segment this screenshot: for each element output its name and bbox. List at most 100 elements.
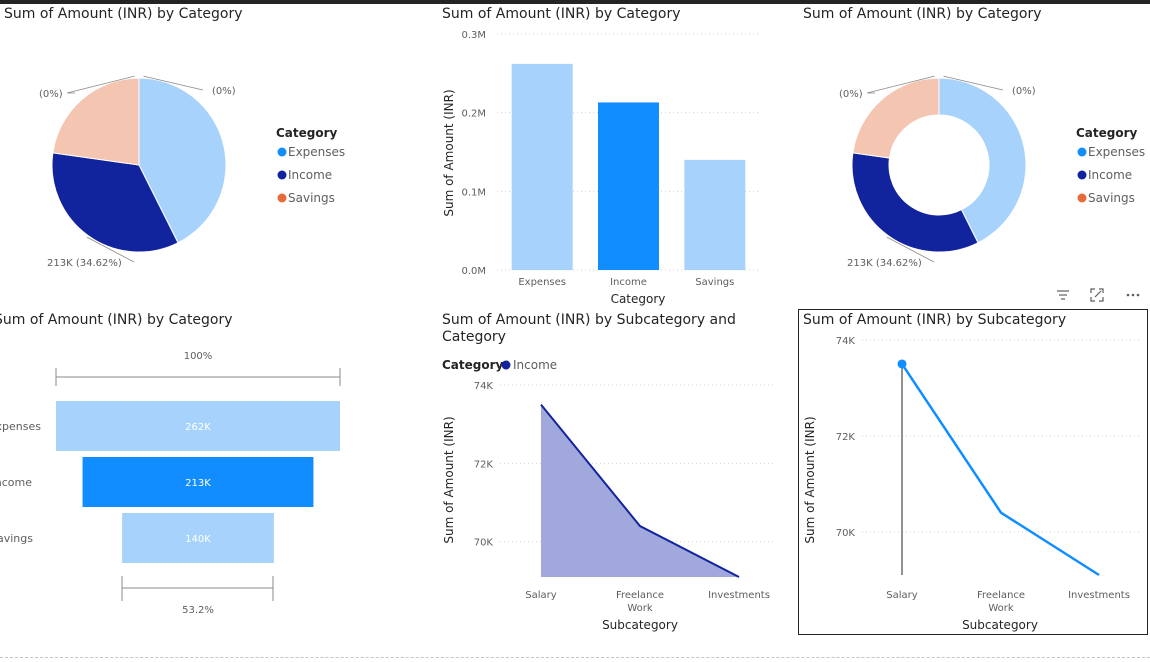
donut-legend: Expenses Income Savings	[1077, 145, 1145, 205]
bar-y-tick-0: 0.0M	[461, 266, 486, 277]
line-x-tick-2: Investments	[1068, 590, 1130, 601]
area-y-tick-1: 72K	[474, 459, 494, 470]
area-chart-title: Sum of Amount (INR) by Subcategory and C…	[442, 312, 736, 345]
line-y-tick-0: 70K	[836, 528, 856, 539]
donut-labels-label-2: (0%)	[839, 89, 863, 100]
focus-mode-icon[interactable]	[1088, 286, 1106, 304]
bar-y-tick-3: 0.3M	[461, 30, 486, 41]
line-y-axis-title: Sum of Amount (INR)	[803, 416, 817, 543]
bar-x-axis-title: Category	[611, 292, 666, 306]
bar-y-axis-title: Sum of Amount (INR)	[442, 89, 456, 216]
donut-slices	[851, 77, 1027, 253]
funnel-bottom-bracket	[121, 576, 274, 601]
area-chart[interactable]: Category Income 70K 72K 74K Salary Freelanc…	[430, 352, 790, 642]
pie-slices	[51, 77, 227, 253]
donut-labels-label-1: 213K (34.62%)	[847, 258, 922, 269]
line-x-axis-title: Subcategory	[962, 618, 1038, 632]
donut-legend-item-savings: Savings	[1088, 191, 1135, 205]
donut-labels-leader-2	[866, 75, 935, 94]
more-options-icon[interactable]	[1124, 286, 1142, 304]
pie-legend-item-income: Income	[288, 168, 332, 182]
top-bar	[0, 0, 1150, 4]
donut-slices-savings[interactable]	[852, 77, 940, 159]
donut-labels-leader-0	[943, 75, 1004, 91]
donut-labels-leader-1	[886, 236, 935, 263]
funnel-category-savings: Savings	[0, 532, 33, 545]
area-legend-title: Category	[442, 358, 504, 372]
line-chart-title: Sum of Amount (INR) by Subcategory	[803, 312, 1067, 328]
pie-legend: Expenses Income Savings	[277, 145, 345, 205]
donut-legend-marker-expenses	[1077, 147, 1087, 157]
area-x-tick-2: Investments	[708, 590, 770, 601]
funnel-value-income: 213K	[185, 478, 211, 489]
donut-legend-title: Category	[1076, 126, 1138, 140]
funnel-chart-title: Sum of Amount (INR) by Category	[0, 312, 233, 328]
donut-labels-label-0: (0%)	[1012, 86, 1036, 97]
bar-bars	[511, 63, 746, 270]
pie-legend-item-savings: Savings	[288, 191, 335, 205]
bar-chart[interactable]: 0.0M 0.1M 0.2M 0.3M Expenses Income Savings C…	[430, 25, 790, 310]
bar-y-ticks: 0.0M 0.1M 0.2M 0.3M	[461, 30, 486, 277]
bar-x-tick-expenses: Expenses	[518, 277, 566, 288]
donut-legend-item-income: Income	[1088, 168, 1132, 182]
area-x-ticks: Salary Freelance Work Investments	[525, 590, 770, 614]
area-line	[540, 403, 740, 578]
pie-slices-savings[interactable]	[52, 77, 140, 166]
area-y-axis-title: Sum of Amount (INR)	[442, 416, 456, 543]
bar-expenses[interactable]	[511, 63, 573, 270]
bar-savings[interactable]	[684, 159, 746, 270]
pie-chart[interactable]: (0%) 213K (34.62%) (0%) Category Expenses I…	[0, 28, 360, 278]
donut-slices-income[interactable]	[851, 152, 979, 253]
page-bottom-divider	[0, 657, 1150, 658]
donut-chart-title: Sum of Amount (INR) by Category	[803, 6, 1042, 22]
funnel-bar-income[interactable]	[82, 457, 314, 507]
area-legend-income: Income	[513, 358, 557, 372]
pie-legend-marker-income	[277, 170, 287, 180]
donut-legend-marker-income	[1077, 170, 1087, 180]
pie-slices-income[interactable]	[51, 152, 179, 253]
pie-chart-title: Sum of Amount (INR) by Category	[4, 6, 243, 22]
bar-income[interactable]	[598, 102, 659, 270]
donut-data-labels: (0%) 213K (34.62%) (0%)	[839, 75, 1036, 269]
funnel-bar-expenses[interactable]	[56, 401, 340, 451]
funnel-bar-savings[interactable]	[122, 513, 274, 563]
funnel-bars: 262K Expenses 213K Income 140K Savings	[0, 401, 340, 563]
filter-icon[interactable]	[1054, 286, 1072, 304]
funnel-chart[interactable]: 100% 262K Expenses 213K Income 140K Savings 5…	[0, 335, 360, 625]
line-x-tick-1: Freelance Work	[977, 590, 1025, 614]
funnel-value-savings: 140K	[185, 534, 211, 545]
selected-visual-border	[798, 309, 1148, 635]
line-highlight-point[interactable]	[897, 359, 907, 369]
bar-chart-title: Sum of Amount (INR) by Category	[442, 6, 681, 22]
pie-legend-marker-expenses	[277, 147, 287, 157]
area-y-tick-0: 70K	[474, 538, 494, 549]
pie-labels-label-2: (0%)	[39, 89, 63, 100]
funnel-category-income: Income	[0, 476, 32, 489]
line-y-ticks: 70K 72K 74K	[836, 336, 856, 539]
area-legend-marker	[501, 360, 511, 370]
donut-legend-marker-savings	[1077, 193, 1087, 203]
area-x-axis-title: Subcategory	[602, 618, 678, 632]
bar-y-tick-1: 0.1M	[461, 187, 486, 198]
pie-labels-leader-0	[143, 75, 204, 91]
line-chart[interactable]: 70K 72K 74K Salary Freelance Work Investments…	[800, 330, 1145, 633]
bar-x-tick-income: Income	[610, 277, 647, 288]
area-x-tick-1: Freelance Work	[616, 590, 664, 614]
bar-y-tick-2: 0.2M	[461, 109, 486, 120]
area-fill	[541, 404, 739, 577]
pie-labels-leader-2	[66, 75, 135, 94]
donut-chart[interactable]: (0%) 213K (34.62%) (0%) Category Expenses I…	[790, 28, 1150, 278]
bar-x-tick-savings: Savings	[695, 277, 734, 288]
area-y-tick-2: 74K	[474, 381, 494, 392]
funnel-value-expenses: 262K	[185, 422, 211, 433]
pie-legend-title: Category	[276, 126, 338, 140]
funnel-top-bracket	[55, 368, 341, 386]
donut-slices-expenses[interactable]	[938, 77, 1027, 244]
pie-slices-expenses[interactable]	[138, 77, 227, 244]
pie-legend-marker-savings	[277, 193, 287, 203]
visual-header-icons	[1054, 286, 1144, 306]
line-x-tick-0: Salary	[886, 590, 917, 601]
funnel-top-label: 100%	[184, 351, 213, 362]
line-y-tick-1: 72K	[836, 432, 856, 443]
line-series	[900, 363, 1100, 577]
